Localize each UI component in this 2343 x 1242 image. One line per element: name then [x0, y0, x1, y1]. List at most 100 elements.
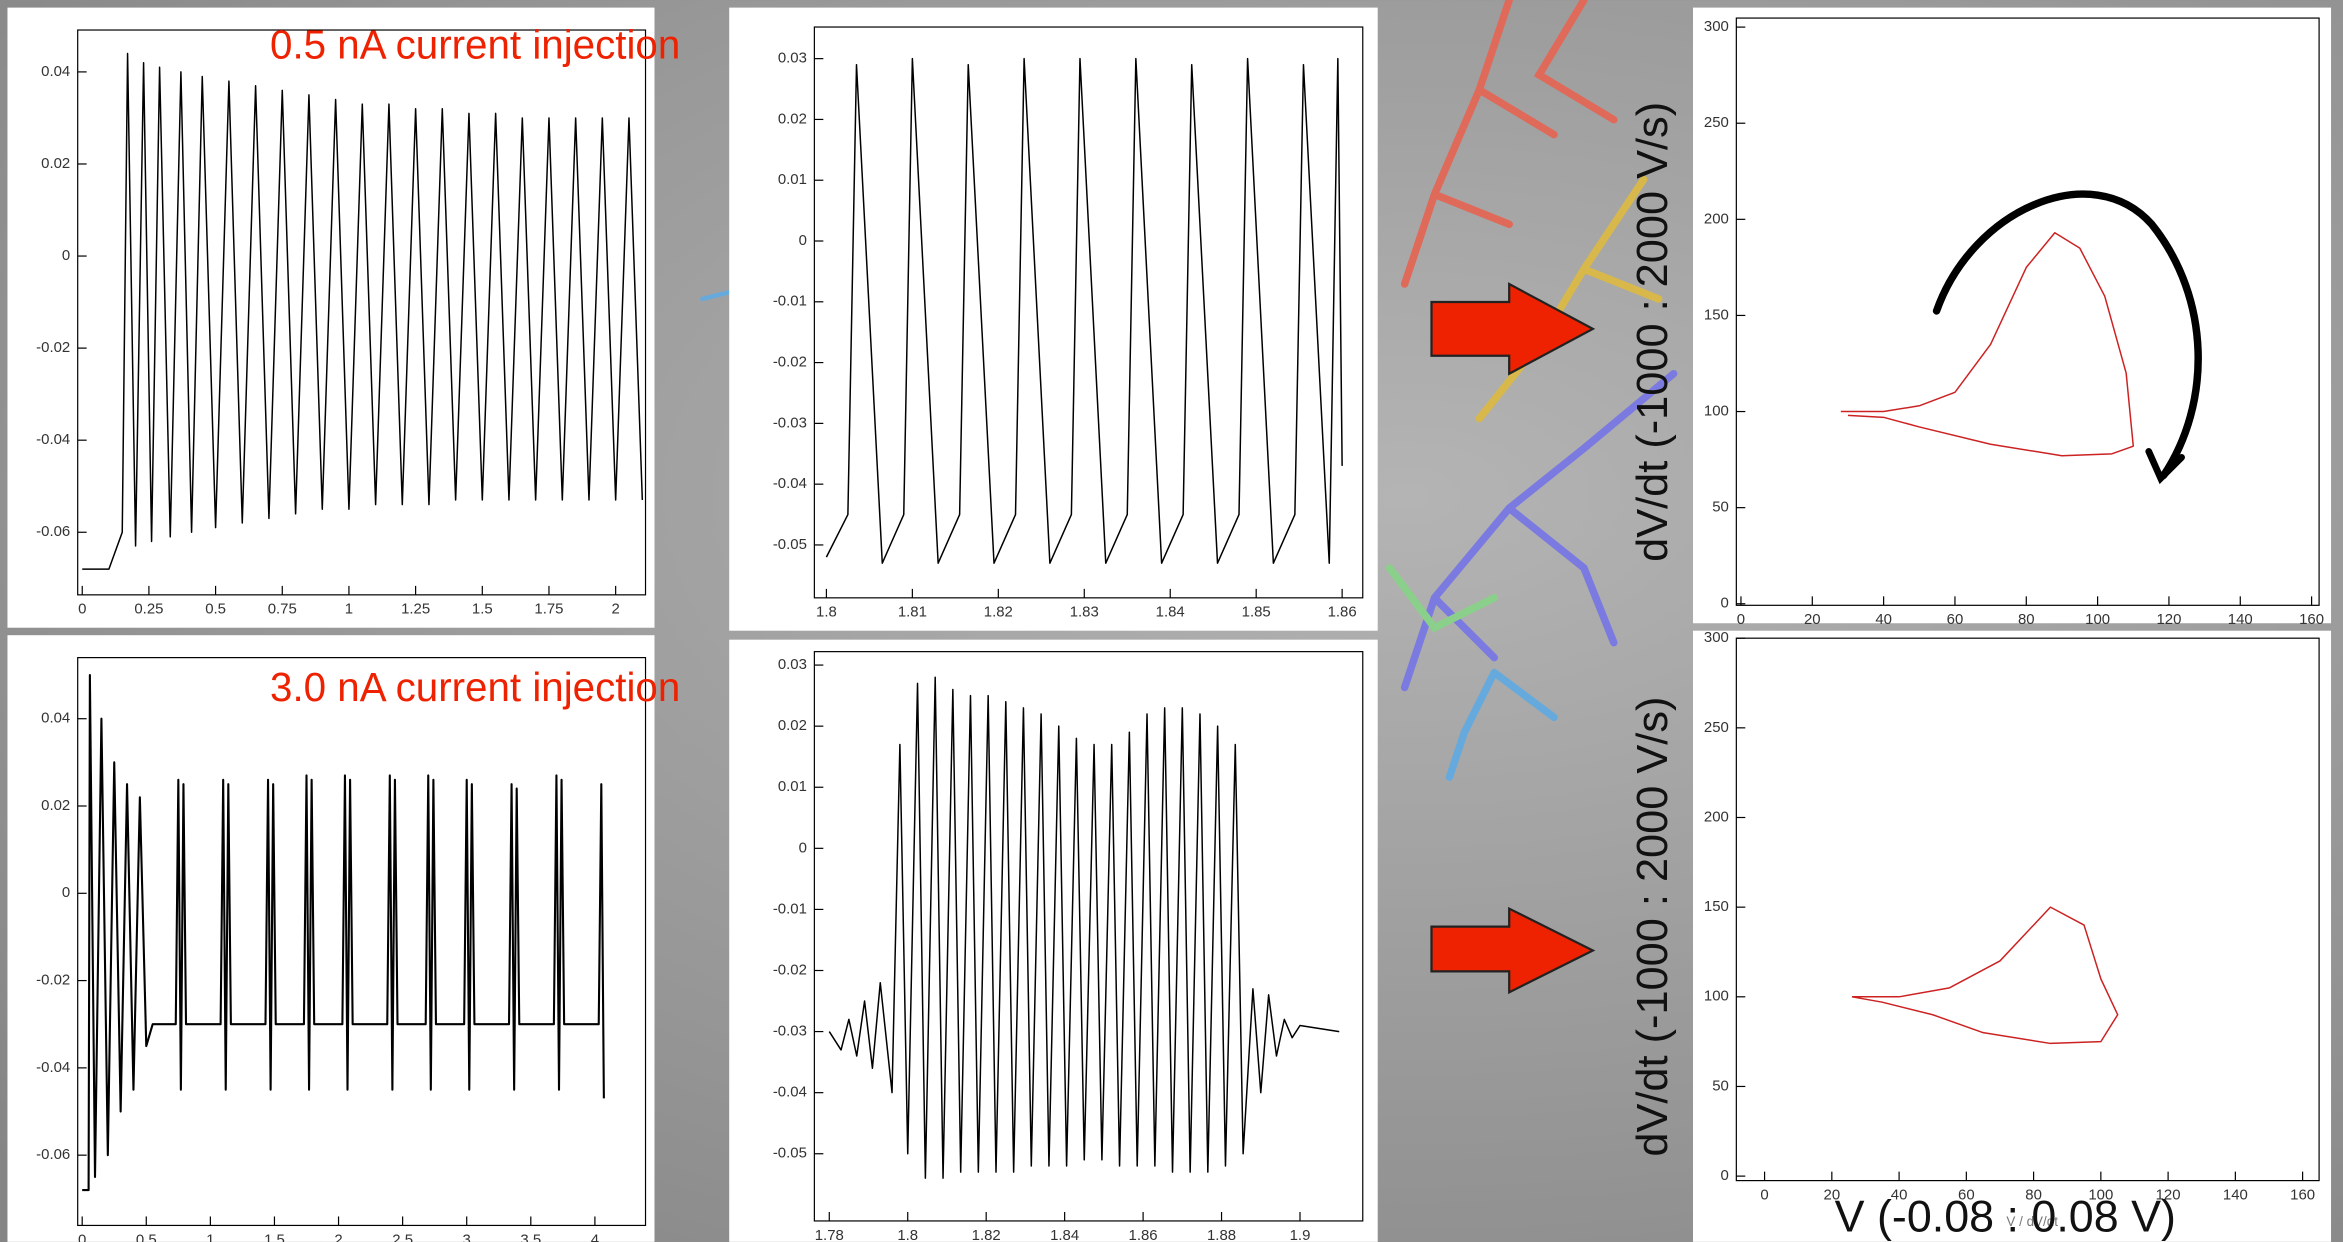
x-tick-label: 120 — [2156, 1186, 2181, 1203]
y-tick-label: -0.05 — [773, 1145, 807, 1162]
axis-note: V / dV/dt — [2006, 1214, 2058, 1229]
panel — [729, 7, 1378, 631]
y-tick-label: -0.04 — [773, 475, 807, 492]
trace — [82, 52, 644, 570]
x-tick-label: 2.5 — [392, 1231, 413, 1242]
plot-frame — [77, 29, 647, 596]
x-tick-label: 1.83 — [1070, 604, 1099, 621]
y-tick-label: -0.02 — [36, 972, 70, 989]
y-tick-label: 100 — [1704, 403, 1729, 420]
y-tick-label: 0.02 — [778, 717, 807, 734]
x-tick-label: 0.5 — [205, 601, 226, 618]
y-tick-label: -0.03 — [773, 1023, 807, 1040]
y-tick-label: 0 — [62, 247, 70, 264]
y-tick-label: -0.01 — [773, 900, 807, 917]
y-tick-label: 150 — [1704, 898, 1729, 915]
y-tick-label: 200 — [1704, 808, 1729, 825]
x-tick-label: 0.25 — [134, 601, 163, 618]
x-tick-label: 1.86 — [1129, 1227, 1158, 1242]
x-tick-label: 2 — [334, 1231, 342, 1242]
y-tick-label: -0.04 — [36, 431, 70, 448]
y-tick-label: 0 — [799, 232, 807, 249]
y-tick-label: 50 — [1712, 499, 1729, 516]
x-tick-label: 3 — [463, 1231, 471, 1242]
y-tick-label: -0.06 — [36, 1146, 70, 1163]
trace — [1851, 906, 2119, 1045]
x-tick-label: 160 — [2299, 611, 2324, 628]
y-tick-label: 0 — [62, 884, 70, 901]
x-tick-label: 80 — [2018, 611, 2035, 628]
x-tick-label: 1.25 — [401, 601, 430, 618]
x-tick-label: 1.84 — [1156, 604, 1185, 621]
x-tick-label: 60 — [1958, 1186, 1975, 1203]
y-tick-label: 150 — [1704, 306, 1729, 323]
y-axis-label: dV/dt (-1000 : 2000 V/s) — [1629, 102, 1677, 562]
x-tick-label: 20 — [1804, 611, 1821, 628]
x-tick-label: 40 — [1875, 611, 1892, 628]
x-axis-label: V (-0.08 : 0.08 V) — [1835, 1191, 2176, 1241]
x-tick-label: 1.8 — [897, 1227, 918, 1242]
panel — [7, 7, 655, 628]
y-tick-label: 0.02 — [41, 155, 70, 172]
x-tick-label: 1.75 — [534, 601, 563, 618]
y-tick-label: 300 — [1704, 629, 1729, 646]
x-tick-label: 0 — [1737, 611, 1745, 628]
y-tick-label: -0.02 — [36, 339, 70, 356]
y-tick-label: 100 — [1704, 988, 1729, 1005]
x-tick-label: 140 — [2223, 1186, 2248, 1203]
x-tick-label: 2 — [611, 601, 619, 618]
x-tick-label: 80 — [2025, 1186, 2042, 1203]
x-tick-label: 1.82 — [972, 1227, 1001, 1242]
panel — [1692, 7, 2332, 624]
y-axis-label: dV/dt (-1000 : 2000 V/s) — [1629, 697, 1677, 1157]
x-tick-label: 1 — [206, 1231, 214, 1242]
y-tick-label: 0.04 — [41, 710, 70, 727]
plot-frame — [1735, 637, 2320, 1182]
x-tick-label: 1.5 — [264, 1231, 285, 1242]
y-tick-label: -0.02 — [773, 961, 807, 978]
x-tick-label: 100 — [2085, 611, 2110, 628]
plot-frame — [813, 26, 1364, 599]
x-tick-label: 4 — [591, 1231, 599, 1242]
cycle-arrow — [1932, 190, 2202, 480]
plot-frame — [813, 651, 1364, 1222]
y-tick-label: 0.04 — [41, 63, 70, 80]
y-tick-label: 0.01 — [778, 778, 807, 795]
plot-frame — [1735, 17, 2320, 606]
y-tick-label: -0.03 — [773, 414, 807, 431]
x-tick-label: 120 — [2156, 611, 2181, 628]
x-tick-label: 0.5 — [136, 1231, 157, 1242]
x-tick-label: 3.5 — [520, 1231, 541, 1242]
x-tick-label: 100 — [2088, 1186, 2113, 1203]
x-tick-label: 1.86 — [1328, 604, 1357, 621]
y-tick-label: 250 — [1704, 719, 1729, 736]
trace — [82, 674, 605, 1192]
y-tick-label: -0.04 — [773, 1084, 807, 1101]
y-tick-label: 0.03 — [778, 656, 807, 673]
x-tick-label: 1.8 — [816, 604, 837, 621]
x-tick-label: 1.81 — [898, 604, 927, 621]
y-tick-label: 0 — [799, 839, 807, 856]
x-tick-label: 1.5 — [472, 601, 493, 618]
y-tick-label: 300 — [1704, 18, 1729, 35]
annotation: 3.0 nA current injection — [270, 664, 680, 710]
arrow-right — [1430, 906, 1596, 995]
y-tick-label: -0.05 — [773, 536, 807, 553]
trace — [825, 57, 1343, 564]
x-tick-label: 1.9 — [1290, 1227, 1311, 1242]
panel — [7, 635, 655, 1242]
trace — [828, 676, 1340, 1179]
x-tick-label: 0.75 — [268, 601, 297, 618]
x-tick-label: 0 — [78, 1231, 86, 1242]
y-tick-label: 0 — [1721, 595, 1729, 612]
x-tick-label: 140 — [2228, 611, 2253, 628]
x-tick-label: 1.82 — [984, 604, 1013, 621]
y-tick-label: 0.01 — [778, 171, 807, 188]
x-tick-label: 20 — [1824, 1186, 1841, 1203]
x-tick-label: 60 — [1947, 611, 1964, 628]
x-tick-label: 1.84 — [1050, 1227, 1079, 1242]
y-tick-label: 250 — [1704, 114, 1729, 131]
panel — [1692, 630, 2332, 1242]
trace — [1840, 232, 2135, 457]
